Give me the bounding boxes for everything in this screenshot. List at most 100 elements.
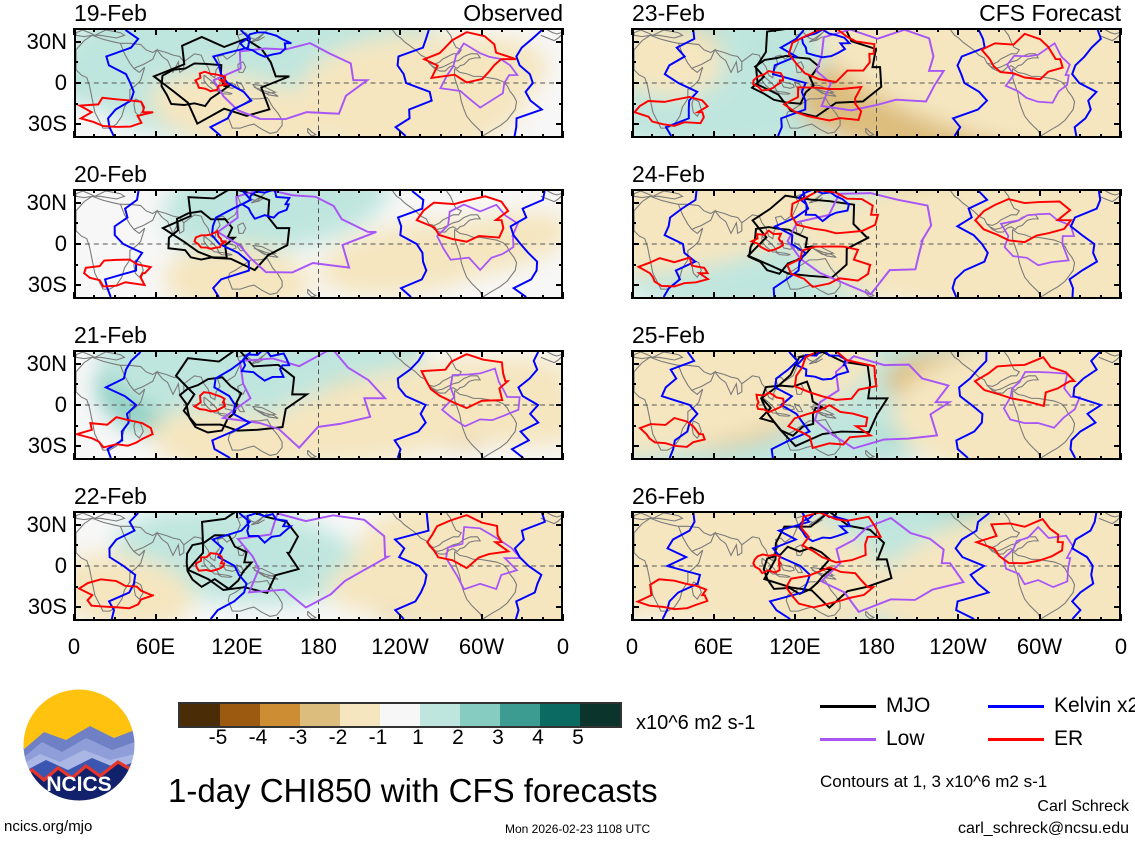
y-tick-label: 30S bbox=[27, 272, 67, 298]
y-tick-label: 0 bbox=[54, 553, 67, 578]
wave-contour bbox=[82, 258, 153, 288]
wave-contour bbox=[955, 352, 988, 458]
ncics-logo-graphic: NCICS bbox=[22, 688, 136, 802]
wave-contour bbox=[509, 191, 546, 297]
wave-contour bbox=[185, 534, 254, 591]
wave-contour bbox=[770, 352, 811, 458]
wave-contour bbox=[786, 192, 933, 296]
legend-item-low: Low bbox=[820, 727, 925, 751]
wave-contour bbox=[209, 513, 252, 619]
ncics-logo: NCICS bbox=[14, 688, 144, 806]
wave-contour bbox=[178, 376, 243, 434]
colorbar-swatch bbox=[300, 704, 340, 726]
map-plot-area bbox=[632, 28, 1121, 138]
wave-contour bbox=[415, 195, 510, 243]
x-tick-label: 0 bbox=[67, 634, 81, 659]
contour-interval-note: Contours at 1, 3 x10^6 m2 s-1 bbox=[820, 772, 1048, 791]
panel-date-label: 23-Feb bbox=[632, 0, 705, 26]
legend-label-mjo: MJO bbox=[886, 694, 931, 717]
wave-contour bbox=[192, 391, 227, 413]
site-url[interactable]: ncics.org/mjo bbox=[4, 818, 93, 835]
wave-contour bbox=[1002, 371, 1082, 429]
wave-contour bbox=[103, 191, 144, 297]
colorbar-swatch bbox=[220, 704, 260, 726]
wave-contour bbox=[220, 352, 388, 450]
wave-contour bbox=[513, 513, 547, 619]
wave-contour bbox=[634, 95, 710, 127]
wave-contour bbox=[793, 352, 878, 401]
generation-timestamp: Mon 2026-02-23 1108 UTC bbox=[505, 822, 651, 836]
y-tick-label: 30N bbox=[26, 28, 67, 54]
wave-contour bbox=[513, 30, 544, 136]
wave-contour bbox=[238, 31, 292, 58]
wave-contour bbox=[819, 516, 966, 614]
wave-contour bbox=[107, 513, 139, 619]
wave-contour bbox=[663, 30, 699, 136]
wave-contour bbox=[973, 517, 1064, 565]
wave-contour bbox=[216, 191, 377, 274]
map-plot-area bbox=[632, 350, 1121, 460]
wave-contour bbox=[77, 578, 154, 610]
colorbar-tick-label: 2 bbox=[452, 726, 464, 749]
colorbar-swatch bbox=[340, 704, 380, 726]
wave-contour bbox=[103, 352, 142, 458]
map-panel-19-feb: 19-Feb Observed 30N 0 30S bbox=[27, 0, 564, 138]
wave-contour bbox=[638, 416, 707, 448]
legend-swatch-low bbox=[820, 737, 876, 741]
colorbar-swatch bbox=[460, 704, 500, 726]
wave-contour bbox=[786, 245, 872, 288]
x-tick-label: 0 bbox=[625, 634, 639, 659]
map-panel-25-feb: 25-Feb bbox=[631, 322, 1122, 460]
wave-contour bbox=[771, 30, 807, 136]
y-tick-label: 30S bbox=[27, 433, 67, 459]
wave-contour bbox=[160, 62, 232, 108]
column-header-forecast: CFS Forecast bbox=[979, 0, 1121, 26]
colorbar-tick-label: 4 bbox=[532, 726, 544, 749]
wave-contour bbox=[752, 553, 783, 575]
y-tick-label: 0 bbox=[54, 392, 67, 417]
wave-contour bbox=[105, 30, 140, 136]
map-plot-area bbox=[632, 189, 1121, 299]
legend-label-er: ER bbox=[1054, 727, 1084, 750]
wave-contour bbox=[240, 191, 291, 220]
map-plot-area bbox=[74, 189, 563, 299]
wave-contour bbox=[510, 352, 540, 458]
wave-contour bbox=[436, 203, 519, 272]
wave-contour bbox=[1068, 191, 1102, 297]
map-plot-area bbox=[74, 511, 563, 621]
wave-contour bbox=[980, 32, 1064, 81]
contour-legend: MJO Kelvin x2 Low ER bbox=[820, 694, 1135, 754]
colorbar-units-label: x10^6 m2 s-1 bbox=[636, 712, 756, 734]
y-tick-label: 0 bbox=[54, 70, 67, 95]
map-panel-24-feb: 24-Feb bbox=[631, 161, 1122, 299]
y-tick-label: 30N bbox=[26, 189, 67, 215]
wave-contour bbox=[786, 403, 874, 450]
author-email[interactable]: carl_schreck@ncsu.edu bbox=[958, 820, 1129, 837]
wave-contour bbox=[211, 352, 252, 458]
x-tick-label: 180 bbox=[300, 634, 337, 659]
colorbar-tick-label: -4 bbox=[248, 726, 268, 749]
panel-date-label: 20-Feb bbox=[74, 161, 147, 187]
panel-date-label: 21-Feb bbox=[74, 322, 147, 348]
x-axis-labels-right: 0 60E 120E 180 120W 60W 0 bbox=[626, 634, 1127, 664]
wave-contour bbox=[999, 212, 1076, 267]
wave-contour bbox=[208, 30, 253, 136]
wave-contour bbox=[795, 352, 850, 381]
wave-contour bbox=[167, 210, 238, 261]
wave-contour bbox=[636, 256, 711, 288]
colorbar-tick-label: -1 bbox=[368, 726, 388, 749]
wave-contour bbox=[800, 30, 852, 59]
map-panel-20-feb: 20-Feb 30N 0 30S bbox=[27, 161, 564, 299]
wave-contour bbox=[759, 352, 890, 448]
wave-contour bbox=[787, 30, 876, 83]
y-tick-label: 0 bbox=[54, 231, 67, 256]
page-title: 1-day CHI850 with CFS forecasts bbox=[168, 772, 658, 809]
wave-contour bbox=[954, 513, 991, 619]
author-name: Carl Schreck bbox=[1037, 798, 1129, 815]
colorbar-tick-label: -5 bbox=[208, 726, 228, 749]
legend-label-kelvin: Kelvin x2 bbox=[1054, 694, 1135, 717]
y-tick-label: 30N bbox=[26, 350, 67, 376]
wave-contour bbox=[752, 70, 785, 92]
colorbar-tick-label: -3 bbox=[288, 726, 308, 749]
wave-contour bbox=[815, 30, 946, 112]
